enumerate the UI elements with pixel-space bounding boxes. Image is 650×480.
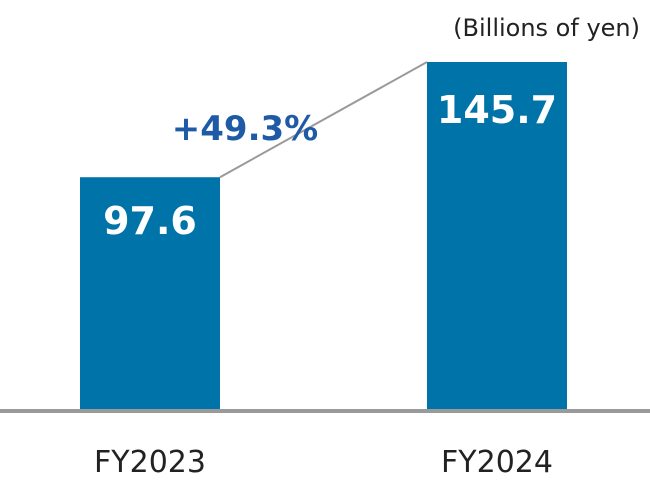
category-labels: FY2023 FY2024 [94, 445, 553, 480]
unit-label: (Billions of yen) [453, 14, 640, 42]
value-label-fy2023: 97.6 [103, 199, 197, 243]
bar-series: 97.6 145.7 [80, 62, 567, 411]
category-label-fy2023: FY2023 [94, 445, 206, 480]
growth-rate-label: +49.3% [172, 109, 318, 149]
growth-connector-line [219, 61, 428, 179]
bar-fy2024 [427, 62, 567, 411]
category-label-fy2024: FY2024 [441, 445, 553, 480]
bar-fy2023 [80, 177, 220, 411]
value-label-fy2024: 145.7 [437, 88, 557, 132]
